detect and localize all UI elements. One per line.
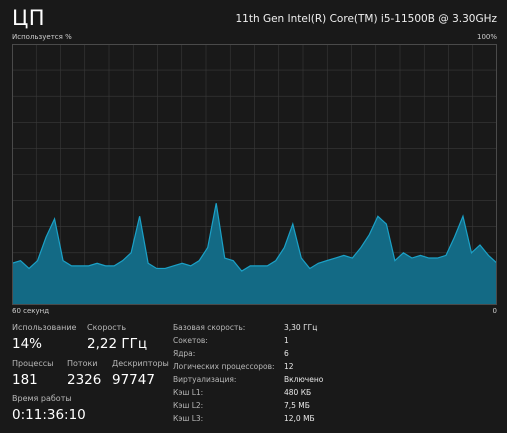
detail-value: 480 КБ xyxy=(284,388,312,397)
stat-speed-label: Скорость xyxy=(87,323,127,332)
stat-uptime-value: 0:11:36:10 xyxy=(12,407,86,423)
detail-value: 6 xyxy=(284,349,289,358)
graph-x-left-label: 60 секунд xyxy=(12,307,50,315)
stat-threads: Потоки 2326 xyxy=(67,359,101,388)
detail-base-speed: Базовая скорость: 3,30 ГГц xyxy=(173,323,317,332)
stat-speed-value: 2,22 ГГц xyxy=(87,336,148,352)
detail-value: 3,30 ГГц xyxy=(284,323,318,332)
detail-value: Включено xyxy=(284,375,324,384)
cpu-model-name: 11th Gen Intel(R) Core(TM) i5-11500B @ 3… xyxy=(235,13,497,25)
stat-processes-label: Процессы xyxy=(12,359,54,368)
detail-l1-cache: Кэш L1: 480 КБ xyxy=(173,388,311,397)
stat-uptime: Время работы 0:11:36:10 xyxy=(12,394,86,423)
detail-label: Виртуализация: xyxy=(173,375,237,384)
detail-cores: Ядра: 6 xyxy=(173,349,289,358)
stat-threads-value: 2326 xyxy=(67,372,102,388)
detail-label: Кэш L2: xyxy=(173,401,204,410)
stat-speed: Скорость 2,22 ГГц xyxy=(87,323,147,352)
detail-l3-cache: Кэш L3: 12,0 МБ xyxy=(173,414,315,423)
stat-uptime-label: Время работы xyxy=(12,394,72,403)
cpu-usage-graph xyxy=(12,44,497,305)
stat-threads-label: Потоки xyxy=(67,359,98,368)
detail-label: Базовая скорость: xyxy=(173,323,246,332)
detail-value: 12,0 МБ xyxy=(284,414,315,423)
stat-utilization: Использование 14% xyxy=(12,323,76,352)
detail-value: 1 xyxy=(284,336,289,345)
cpu-usage-line xyxy=(12,203,497,272)
graph-y-axis-label: Используется % xyxy=(12,33,72,41)
stat-utilization-label: Использование xyxy=(12,323,77,332)
graph-y-max-label: 100% xyxy=(476,33,497,41)
stat-processes: Процессы 181 xyxy=(12,359,53,388)
detail-virtualization: Виртуализация: Включено xyxy=(173,375,323,384)
stat-utilization-value: 14% xyxy=(12,336,43,352)
detail-label: Кэш L3: xyxy=(173,414,204,423)
detail-label: Ядра: xyxy=(173,349,196,358)
page-title: ЦП xyxy=(12,6,46,30)
stat-handles-value: 97747 xyxy=(112,372,155,388)
stat-handles: Дескрипторы 97747 xyxy=(112,359,169,388)
stat-handles-label: Дескрипторы xyxy=(112,359,169,368)
detail-l2-cache: Кэш L2: 7,5 МБ xyxy=(173,401,310,410)
detail-label: Логических процессоров: xyxy=(173,362,275,371)
detail-value: 7,5 МБ xyxy=(284,401,310,410)
detail-sockets: Сокетов: 1 xyxy=(173,336,289,345)
graph-x-right-label: 0 xyxy=(492,307,497,315)
stat-processes-value: 181 xyxy=(12,372,38,388)
detail-label: Сокетов: xyxy=(173,336,208,345)
detail-label: Кэш L1: xyxy=(173,388,204,397)
cpu-usage-area xyxy=(12,203,497,305)
detail-logical-processors: Логических процессоров: 12 xyxy=(173,362,294,371)
detail-value: 12 xyxy=(284,362,294,371)
graph-border xyxy=(12,44,497,305)
